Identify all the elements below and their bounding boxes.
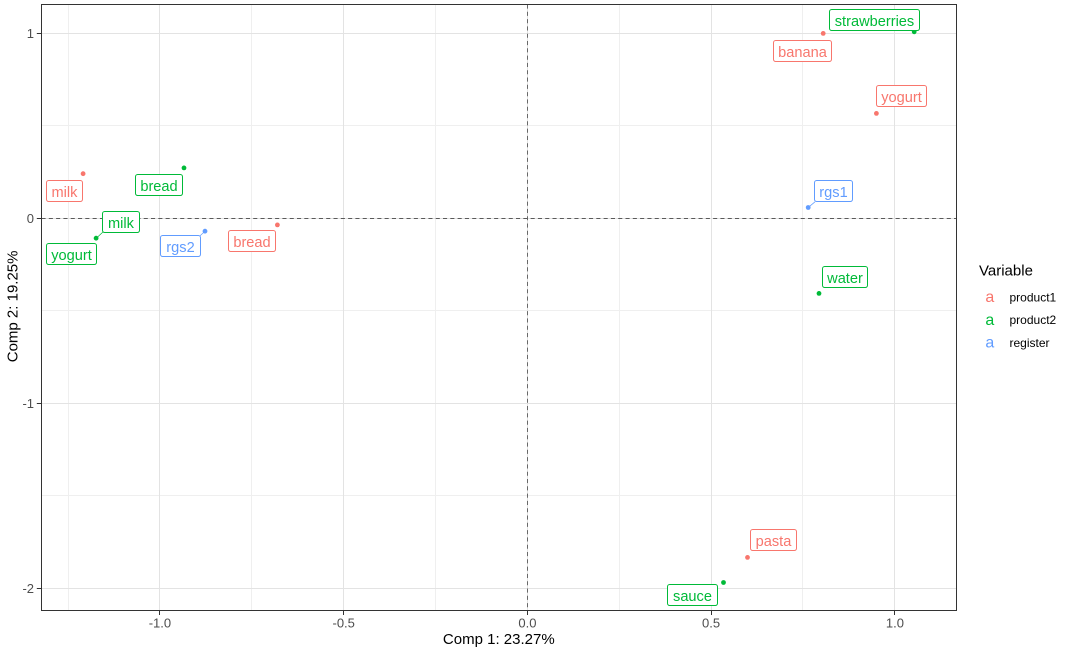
svg-text:rgs1: rgs1 — [819, 185, 847, 201]
svg-text:1: 1 — [27, 26, 34, 41]
svg-text:sauce: sauce — [673, 589, 712, 605]
svg-text:bread: bread — [140, 179, 177, 195]
svg-text:yogurt: yogurt — [51, 248, 92, 264]
svg-text:Variable: Variable — [979, 262, 1033, 279]
svg-text:a: a — [985, 312, 994, 329]
svg-text:pasta: pasta — [756, 534, 793, 550]
svg-text:milk: milk — [52, 185, 79, 201]
svg-text:strawberries: strawberries — [835, 14, 914, 30]
svg-text:a: a — [985, 335, 994, 352]
svg-text:banana: banana — [778, 45, 828, 61]
svg-text:rgs2: rgs2 — [166, 240, 194, 256]
svg-text:0.0: 0.0 — [518, 616, 536, 631]
svg-text:register: register — [1010, 336, 1050, 350]
svg-text:-2: -2 — [22, 581, 34, 596]
svg-text:Comp 1: 23.27%: Comp 1: 23.27% — [443, 631, 555, 648]
svg-text:-0.5: -0.5 — [332, 616, 354, 631]
svg-text:-1: -1 — [22, 396, 34, 411]
svg-text:yogurt: yogurt — [881, 90, 922, 106]
svg-text:0: 0 — [27, 211, 34, 226]
svg-text:milk: milk — [108, 216, 135, 232]
svg-text:0.5: 0.5 — [702, 616, 720, 631]
svg-text:product2: product2 — [1010, 313, 1057, 327]
svg-text:product1: product1 — [1010, 290, 1057, 304]
svg-text:Comp 2: 19.25%: Comp 2: 19.25% — [5, 251, 22, 363]
svg-text:1.0: 1.0 — [886, 616, 904, 631]
svg-text:-1.0: -1.0 — [149, 616, 171, 631]
svg-text:water: water — [826, 271, 863, 287]
svg-text:bread: bread — [233, 235, 270, 251]
svg-text:a: a — [985, 289, 994, 306]
